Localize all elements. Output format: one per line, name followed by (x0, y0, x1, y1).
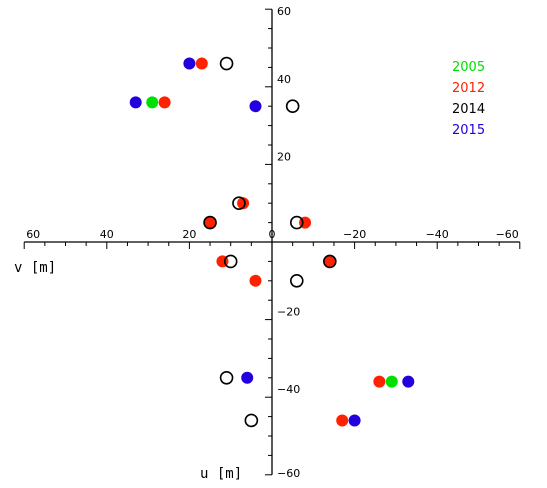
point-2014 (289, 273, 304, 288)
x-tick-label: −20 (343, 228, 366, 241)
y-tick-label: −60 (277, 467, 300, 480)
point-2015 (129, 96, 142, 109)
point-2014 (323, 254, 337, 269)
legend-entry-2015: 2015 (452, 123, 485, 138)
point-2012 (249, 274, 262, 287)
point-2014 (244, 413, 259, 428)
point-2015 (249, 100, 262, 113)
point-2015 (348, 414, 361, 427)
x-tick-label: 0 (269, 228, 276, 241)
y-tick-label: 20 (277, 150, 291, 163)
x-tick-label: 20 (182, 228, 196, 241)
point-2015 (183, 57, 196, 70)
y-tick-label: 40 (277, 73, 291, 86)
point-2014 (223, 254, 238, 269)
legend-entry-2014: 2014 (452, 102, 485, 117)
legend: 2005 2012 2014 2015 (452, 60, 485, 138)
y-tick-label: −40 (277, 383, 300, 396)
tick-labels: 60 40 20 0 −20 −40 −60 60 40 20 −20 −40 −60 (26, 5, 519, 480)
point-2012 (373, 375, 386, 388)
y-axis-label: u [m] (200, 466, 242, 482)
x-tick-label: 40 (100, 228, 114, 241)
y-tick-label: 60 (277, 5, 291, 18)
x-tick-label: 60 (26, 228, 40, 241)
point-2012 (336, 414, 349, 427)
point-2012 (237, 197, 250, 210)
x-axis-label: v [m] (14, 260, 56, 276)
point-2014 (285, 99, 300, 113)
point-2014 (289, 215, 304, 230)
point-2005 (385, 375, 398, 388)
data-points (129, 56, 415, 428)
point-2012 (158, 96, 171, 109)
point-2015 (241, 371, 254, 384)
y-tick-label: −20 (277, 306, 300, 319)
x-tick-label: −60 (496, 228, 519, 241)
point-2014 (203, 215, 217, 230)
point-2014 (219, 56, 234, 71)
point-2014 (219, 370, 234, 385)
point-2014 (232, 196, 246, 210)
legend-entry-2005: 2005 (452, 60, 485, 75)
legend-entry-2012: 2012 (452, 81, 485, 96)
x-tick-label: −40 (426, 228, 449, 241)
point-2005 (146, 96, 159, 109)
point-2015 (402, 375, 415, 388)
point-2012 (195, 57, 208, 70)
tick-marks (23, 8, 521, 476)
point-2012 (323, 255, 336, 268)
point-2012 (204, 216, 217, 229)
